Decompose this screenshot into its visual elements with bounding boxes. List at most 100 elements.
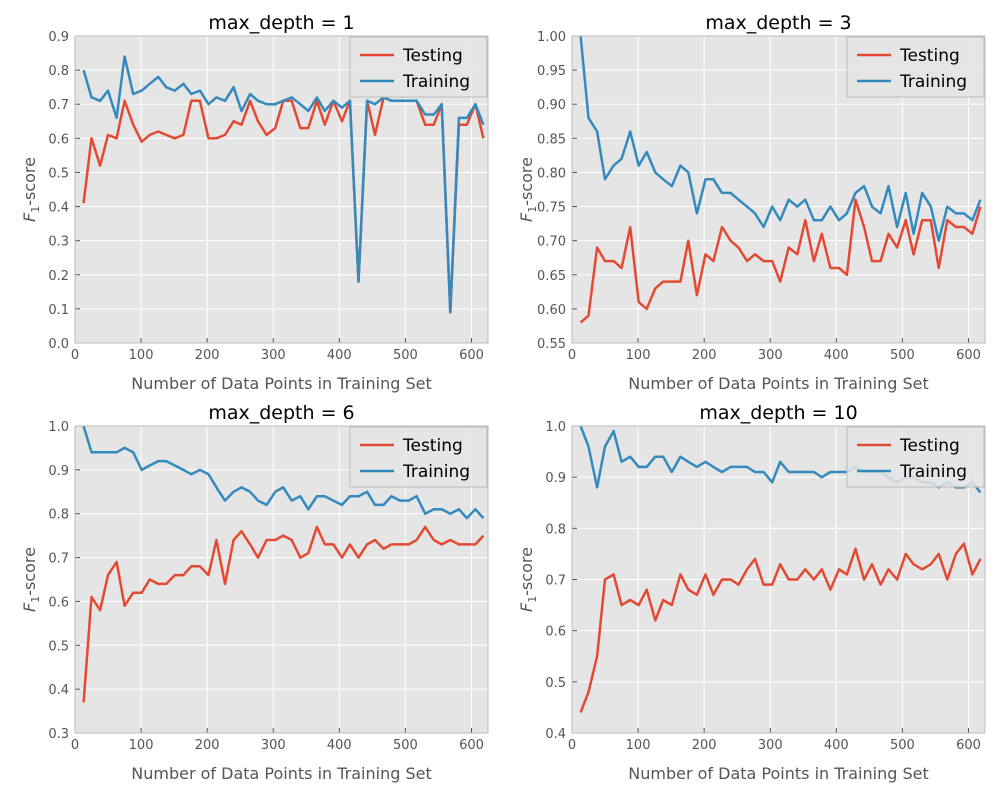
legend: Testing Training bbox=[846, 426, 985, 488]
y-tick-label: 0.65 bbox=[537, 269, 566, 284]
y-axis-label-subscript: 1 bbox=[29, 596, 42, 603]
legend-box bbox=[846, 36, 985, 98]
y-tick-label: 0.9 bbox=[545, 471, 566, 486]
plot-frame bbox=[571, 35, 986, 344]
subplot-4: 0 100 200 300 400 500 600 0.4 0.5 0.6 0.7 0.8 0.9 1.0… bbox=[517, 402, 986, 783]
legend: Testing Training bbox=[846, 36, 985, 98]
legend: Testing Training bbox=[349, 36, 488, 98]
x-tick-label: 100 bbox=[626, 738, 651, 753]
y-tick-label: 1.0 bbox=[545, 420, 566, 435]
legend: Testing Training bbox=[349, 426, 488, 488]
x-tick-label: 0 bbox=[71, 738, 79, 753]
y-tick-label: 0.6 bbox=[48, 595, 69, 610]
legend-box bbox=[349, 36, 488, 98]
y-tick-label: 0.6 bbox=[48, 132, 69, 147]
y-axis-label: F1-score bbox=[20, 547, 42, 612]
x-tick-label: 400 bbox=[327, 348, 352, 363]
x-tick-label: 600 bbox=[956, 738, 981, 753]
y-tick-label: 0.7 bbox=[48, 552, 69, 567]
y-axis-label-suffix: -score bbox=[517, 157, 536, 206]
y-tick-label: 0.3 bbox=[48, 727, 69, 742]
y-tick-label: 0.5 bbox=[545, 676, 566, 691]
legend-label-testing: Testing bbox=[402, 46, 463, 66]
series-line-training bbox=[82, 55, 485, 314]
x-tick-label: 300 bbox=[758, 738, 783, 753]
x-axis-label: Number of Data Points in Training Set bbox=[131, 764, 431, 783]
x-tick-label: 100 bbox=[129, 348, 154, 363]
x-tick-label: 200 bbox=[195, 348, 220, 363]
chart-title: max_depth = 10 bbox=[699, 402, 857, 424]
subplot-2: 0 100 200 300 400 500 600 0.55 0.60 0.65 0.70 0.75 0… bbox=[517, 12, 986, 393]
y-axis-label: F1-score bbox=[20, 157, 42, 222]
x-tick-label: 400 bbox=[824, 738, 849, 753]
legend-label-testing: Testing bbox=[899, 436, 960, 456]
chart-title: max_depth = 1 bbox=[208, 12, 354, 34]
y-tick-label: 0.4 bbox=[48, 201, 69, 216]
y-tick-label: 0.0 bbox=[48, 337, 69, 352]
y-tick-label: 0.1 bbox=[48, 303, 69, 318]
y-tick-label: 0.2 bbox=[48, 269, 69, 284]
x-tick-label: 500 bbox=[890, 348, 915, 363]
y-tick-label: 0.95 bbox=[537, 64, 566, 79]
x-tick-label: 600 bbox=[956, 348, 981, 363]
x-tick-label: 0 bbox=[71, 348, 79, 363]
y-axis-label-suffix: -score bbox=[20, 157, 39, 206]
series-line-training bbox=[82, 426, 485, 520]
y-tick-label: 0.80 bbox=[537, 166, 566, 181]
y-tick-label: 0.8 bbox=[48, 64, 69, 79]
legend-box bbox=[846, 426, 985, 488]
legend-label-testing: Testing bbox=[899, 46, 960, 66]
chart-title: max_depth = 6 bbox=[208, 402, 354, 424]
legend-label-training: Training bbox=[402, 462, 470, 482]
x-tick-label: 300 bbox=[758, 348, 783, 363]
legend-label-training: Training bbox=[899, 462, 967, 482]
y-tick-label: 0.70 bbox=[537, 235, 566, 250]
y-tick-label: 1.00 bbox=[537, 30, 566, 45]
x-tick-label: 100 bbox=[129, 738, 154, 753]
y-tick-label: 0.8 bbox=[545, 522, 566, 537]
y-axis-label-subscript: 1 bbox=[526, 596, 539, 603]
legend-label-training: Training bbox=[402, 72, 470, 92]
y-tick-label: 0.9 bbox=[48, 464, 69, 479]
plot-frame bbox=[571, 425, 986, 734]
x-tick-label: 500 bbox=[393, 738, 418, 753]
y-tick-label: 1.0 bbox=[48, 420, 69, 435]
legend-label-testing: Testing bbox=[402, 436, 463, 456]
y-tick-label: 0.85 bbox=[537, 132, 566, 147]
y-tick-label: 0.9 bbox=[48, 30, 69, 45]
plot-frame bbox=[74, 35, 489, 344]
series-line-training bbox=[579, 36, 982, 242]
x-axis-label: Number of Data Points in Training Set bbox=[131, 374, 431, 393]
x-tick-label: 300 bbox=[261, 738, 286, 753]
x-tick-label: 200 bbox=[195, 738, 220, 753]
y-axis-label-symbol: F bbox=[20, 212, 39, 222]
y-tick-label: 0.7 bbox=[48, 98, 69, 113]
x-axis-label: Number of Data Points in Training Set bbox=[628, 764, 928, 783]
legend-label-training: Training bbox=[899, 72, 967, 92]
y-tick-label: 0.4 bbox=[48, 683, 69, 698]
x-tick-label: 200 bbox=[692, 738, 717, 753]
y-tick-label: 0.60 bbox=[537, 303, 566, 318]
y-axis-label: F1-score bbox=[517, 157, 539, 222]
y-axis-label-symbol: F bbox=[517, 602, 536, 612]
x-tick-label: 200 bbox=[692, 348, 717, 363]
y-tick-label: 0.5 bbox=[48, 166, 69, 181]
y-axis-label-symbol: F bbox=[517, 212, 536, 222]
x-tick-label: 500 bbox=[393, 348, 418, 363]
y-tick-label: 0.75 bbox=[537, 201, 566, 216]
y-tick-label: 0.90 bbox=[537, 98, 566, 113]
y-axis-label-subscript: 1 bbox=[526, 206, 539, 213]
y-tick-label: 0.7 bbox=[545, 574, 566, 589]
x-tick-label: 500 bbox=[890, 738, 915, 753]
subplot-3: 0 100 200 300 400 500 600 0.3 0.4 0.5 0.6 0.7 0.8 0.9… bbox=[20, 402, 489, 783]
x-tick-label: 0 bbox=[568, 738, 576, 753]
series-line-testing bbox=[82, 525, 485, 703]
y-tick-label: 0.5 bbox=[48, 639, 69, 654]
x-tick-label: 400 bbox=[327, 738, 352, 753]
x-tick-label: 0 bbox=[568, 348, 576, 363]
y-axis-label: F1-score bbox=[517, 547, 539, 612]
x-tick-label: 300 bbox=[261, 348, 286, 363]
y-tick-label: 0.55 bbox=[537, 337, 566, 352]
y-axis-label-suffix: -score bbox=[20, 547, 39, 596]
